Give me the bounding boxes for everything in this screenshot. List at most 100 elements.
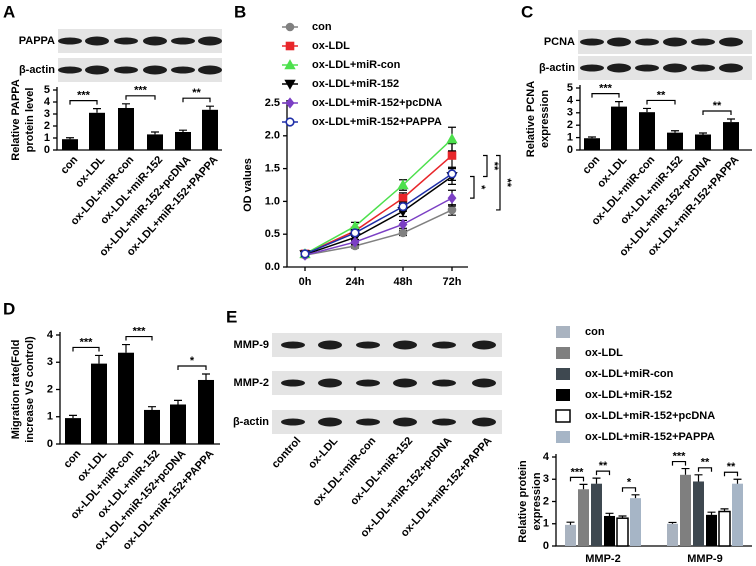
legend-label: con: [312, 21, 332, 33]
blot-band: [114, 66, 138, 74]
y-tick-label: 3: [543, 473, 549, 485]
significance-bracket: [496, 154, 501, 211]
legend-label: ox-LDL+miR-152+pcDNA: [312, 97, 442, 109]
significance-label: ***: [134, 85, 148, 97]
bar: [147, 134, 163, 150]
y-axis-label: OD values: [242, 158, 254, 212]
bar: [667, 132, 683, 150]
blot-band: [198, 65, 222, 75]
significance-label: **: [599, 460, 608, 472]
significance-bracket: [177, 365, 207, 370]
significance-label: *: [475, 185, 487, 190]
x-tick-label: con: [580, 154, 602, 177]
significance-bracket: [69, 100, 98, 105]
significance-label: ***: [77, 90, 91, 102]
legend-label: ox-LDL: [312, 40, 350, 52]
blot-label: PCNA: [544, 36, 575, 48]
panel-label: C: [521, 2, 533, 21]
y-tick-label: 4: [543, 451, 550, 463]
bar: [695, 134, 711, 150]
blot-band: [719, 63, 743, 73]
blot-band: [318, 378, 342, 388]
y-tick-label: 2: [543, 495, 549, 507]
significance-bracket: [483, 154, 488, 178]
error-bar: [733, 478, 742, 484]
bar: [198, 379, 214, 444]
error-bar: [148, 406, 156, 410]
y-axis-label: Relative PAPPA: [10, 79, 22, 161]
significance-label: **: [501, 178, 513, 187]
marker: [398, 228, 408, 238]
x-tick-label: ox-LDL: [306, 435, 340, 471]
bar: [604, 515, 615, 546]
y-tick-label: 5: [567, 82, 573, 94]
significance-label: *: [190, 355, 195, 367]
blot-band: [171, 66, 195, 74]
significance-label: **: [192, 87, 201, 99]
blot-label: MMP-2: [234, 377, 269, 389]
error-bar: [618, 515, 627, 519]
blot-band: [356, 418, 380, 426]
blot-band: [171, 37, 195, 45]
significance-label: ***: [599, 83, 613, 95]
significance-bracket: [125, 335, 153, 341]
x-tick-label: MMP-2: [585, 553, 620, 565]
blot-band: [85, 65, 109, 75]
y-tick-label: 0.5: [265, 228, 280, 240]
error-bar: [588, 136, 596, 139]
blot-band: [472, 340, 496, 350]
marker: [284, 79, 296, 90]
bar: [667, 523, 678, 546]
significance-label: **: [727, 461, 736, 473]
blot-band: [281, 341, 305, 349]
error-bar: [615, 101, 623, 107]
error-bar: [631, 494, 640, 499]
error-bar: [179, 129, 187, 132]
blot-band: [393, 340, 417, 350]
blot-band: [719, 37, 743, 47]
significance-bracket: [125, 95, 156, 100]
significance-bracket: [569, 476, 585, 482]
blot-band: [691, 64, 715, 72]
bar: [91, 363, 107, 444]
blot-band: [143, 36, 167, 46]
blot-band: [85, 36, 109, 46]
marker: [398, 193, 408, 203]
axis: [579, 85, 752, 151]
y-tick-label: 0: [567, 144, 573, 156]
x-tick-label: 24h: [346, 276, 365, 288]
blot-label: β-actin: [539, 62, 575, 74]
blot-band: [472, 378, 496, 388]
blot-band: [580, 64, 604, 72]
y-tick-label: 0: [47, 438, 53, 450]
bar: [718, 510, 731, 547]
panel-label: D: [3, 299, 15, 318]
error-bar: [202, 373, 210, 380]
blot-band: [356, 341, 380, 349]
legend-label: ox-LDL+miR-con: [312, 59, 401, 71]
y-tick-label: 2: [567, 119, 573, 131]
error-bar: [95, 354, 103, 364]
y-tick-label: 3: [567, 107, 573, 119]
significance-bracket: [646, 99, 676, 105]
error-bar: [151, 131, 159, 135]
legend-label: ox-LDL+miR-152+PAPPA: [585, 431, 715, 443]
x-tick-label: con: [61, 448, 83, 471]
marker: [447, 151, 457, 160]
marker: [447, 205, 457, 215]
error-bar: [681, 467, 690, 475]
bar: [591, 483, 602, 546]
bar: [170, 404, 186, 444]
series-line: [304, 154, 453, 255]
significance-label: ***: [80, 336, 94, 348]
y-tick-label: 4: [47, 329, 54, 341]
error-bar: [66, 137, 74, 140]
significance-bracket: [702, 110, 732, 115]
panel-label: A: [3, 2, 15, 21]
bar: [62, 139, 78, 150]
marker: [350, 236, 360, 248]
bar: [732, 483, 743, 546]
error-bar: [592, 477, 601, 484]
significance-bracket: [595, 470, 611, 476]
